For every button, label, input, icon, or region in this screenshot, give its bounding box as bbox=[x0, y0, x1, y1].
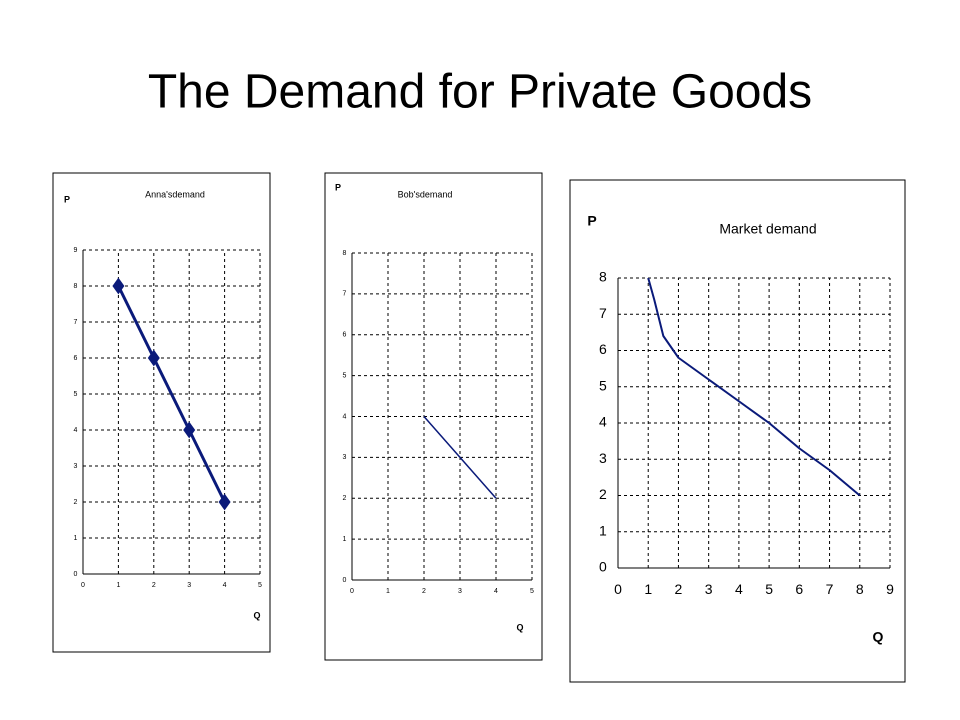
chart-frame bbox=[569, 179, 906, 683]
x-tick-label: 6 bbox=[795, 581, 803, 597]
y-tick-label: 2 bbox=[342, 495, 346, 502]
y-tick-label: 7 bbox=[599, 305, 607, 321]
y-tick-label: 1 bbox=[73, 535, 77, 542]
y-tick-label: 5 bbox=[599, 377, 607, 393]
y-tick-label: 4 bbox=[342, 413, 346, 420]
y-tick-label: 2 bbox=[599, 486, 607, 502]
y-tick-label: 1 bbox=[599, 522, 607, 538]
x-axis-label: Q bbox=[516, 622, 523, 632]
x-tick-label: 1 bbox=[644, 581, 652, 597]
y-tick-label: 3 bbox=[599, 450, 607, 466]
data-point bbox=[147, 349, 160, 367]
chart-frame bbox=[52, 172, 271, 653]
y-tick-label: 8 bbox=[73, 283, 77, 290]
x-tick-label: 2 bbox=[152, 582, 156, 589]
x-axis-label: Q bbox=[253, 610, 260, 620]
demand-line bbox=[117, 285, 226, 503]
demand-line bbox=[647, 277, 861, 497]
slide-title: The Demand for Private Goods bbox=[148, 66, 812, 119]
x-tick-label: 3 bbox=[705, 581, 713, 597]
x-axis-label: Q bbox=[873, 629, 884, 645]
y-tick-label: 9 bbox=[73, 247, 77, 254]
x-tick-label: 4 bbox=[494, 588, 498, 595]
x-tick-label: 3 bbox=[458, 588, 462, 595]
x-tick-label: 2 bbox=[675, 581, 683, 597]
x-tick-label: 0 bbox=[81, 582, 85, 589]
y-tick-label: 5 bbox=[342, 372, 346, 379]
chart-frame bbox=[324, 172, 543, 661]
x-tick-label: 7 bbox=[826, 581, 834, 597]
data-point bbox=[218, 493, 231, 511]
y-tick-label: 4 bbox=[73, 427, 77, 434]
chart-title: Anna'sdemand bbox=[145, 189, 205, 199]
y-tick-label: 6 bbox=[342, 332, 346, 339]
y-tick-label: 0 bbox=[342, 577, 346, 584]
y-tick-label: 0 bbox=[73, 571, 77, 578]
y-tick-label: 6 bbox=[73, 355, 77, 362]
chart-title: Bob'sdemand bbox=[398, 189, 453, 199]
x-tick-label: 4 bbox=[223, 582, 227, 589]
x-tick-label: 0 bbox=[614, 581, 622, 597]
y-axis-label: P bbox=[335, 182, 341, 192]
x-tick-label: 1 bbox=[116, 582, 120, 589]
x-tick-label: 8 bbox=[856, 581, 864, 597]
x-tick-label: 2 bbox=[422, 588, 426, 595]
y-tick-label: 7 bbox=[73, 319, 77, 326]
chart-title: Market demand bbox=[719, 221, 816, 237]
x-tick-label: 5 bbox=[530, 588, 534, 595]
y-tick-label: 0 bbox=[599, 559, 607, 575]
x-tick-label: 5 bbox=[258, 582, 262, 589]
x-tick-label: 4 bbox=[735, 581, 743, 597]
x-tick-label: 1 bbox=[386, 588, 390, 595]
y-tick-label: 3 bbox=[342, 454, 346, 461]
y-tick-label: 7 bbox=[342, 291, 346, 298]
x-tick-label: 5 bbox=[765, 581, 773, 597]
y-axis-label: P bbox=[587, 213, 596, 229]
y-tick-label: 3 bbox=[73, 463, 77, 470]
y-tick-label: 4 bbox=[599, 414, 607, 430]
y-tick-label: 6 bbox=[599, 341, 607, 357]
data-point bbox=[183, 421, 196, 439]
chart: Bob'sdemand P Q 0 1 2 3 4 5 6 7 8 0 1 2 3 4 5 bbox=[324, 172, 543, 661]
x-tick-label: 9 bbox=[886, 581, 894, 597]
y-tick-label: 8 bbox=[599, 269, 607, 285]
y-axis-label: P bbox=[64, 194, 70, 204]
chart: Market demand P Q 0 1 2 3 4 5 6 7 8 0 1 2 3 4 5 6 7 8 9 bbox=[569, 179, 906, 683]
demand-line bbox=[423, 416, 497, 499]
y-tick-label: 1 bbox=[342, 536, 346, 543]
y-tick-label: 2 bbox=[73, 499, 77, 506]
data-point bbox=[112, 277, 125, 295]
chart: Anna'sdemand P Q 0 1 2 3 4 5 6 7 8 9 0 1 2 3 4 5 bbox=[52, 172, 271, 653]
y-tick-label: 5 bbox=[73, 391, 77, 398]
x-tick-label: 3 bbox=[187, 582, 191, 589]
y-tick-label: 8 bbox=[342, 250, 346, 257]
x-tick-label: 0 bbox=[350, 588, 354, 595]
